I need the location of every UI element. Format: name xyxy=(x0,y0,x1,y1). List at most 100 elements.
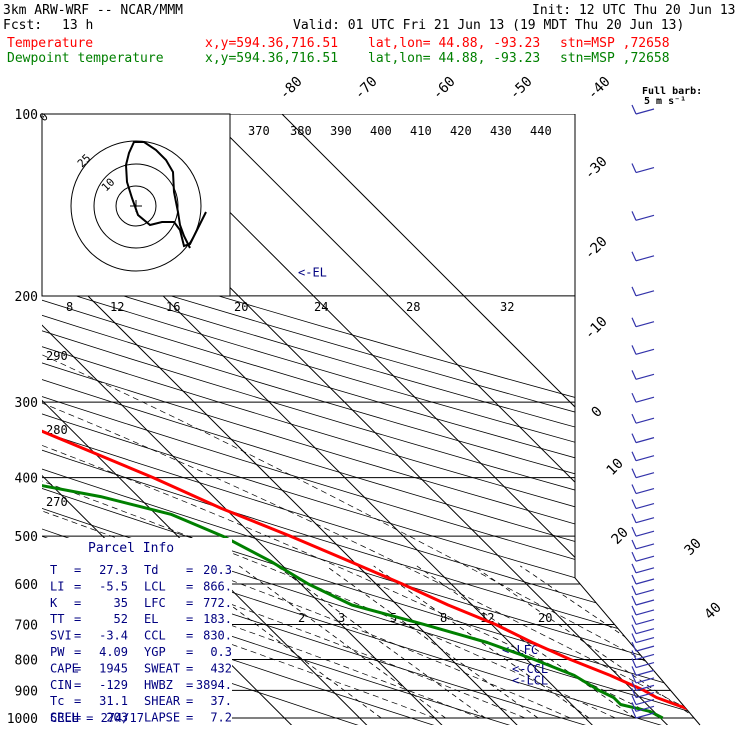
theta-tick-label: 420 xyxy=(450,124,472,138)
isotherm-tick-label: -70 xyxy=(352,74,381,103)
wind-barb xyxy=(631,633,637,643)
wind-barb xyxy=(635,653,655,661)
parcel-param-name: Td xyxy=(144,563,158,577)
level-annotation: <-EL xyxy=(298,266,327,280)
theta-tick-label: 280 xyxy=(46,423,68,437)
wind-barb xyxy=(631,317,637,327)
isotherm-tick-label: -30 xyxy=(582,154,611,183)
wind-barb xyxy=(635,669,655,676)
parcel-param-name: SVI xyxy=(50,629,72,643)
parcel-param-name: SHEAR xyxy=(144,694,181,708)
temperature-legend-latlon: lat,lon= 44.88, -93.23 xyxy=(368,36,541,51)
model-title: 3km ARW-WRF -- NCAR/MMM xyxy=(3,3,184,18)
dry-adiabat-line xyxy=(42,114,700,725)
temperature-legend-name: Temperature xyxy=(7,36,94,51)
dewpoint-legend-latlon: lat,lon= 44.88, -93.23 xyxy=(368,51,541,66)
init-time: Init: 12 UTC Thu 20 Jun 13 xyxy=(532,3,736,18)
wind-barb xyxy=(635,348,655,355)
isotherm-line xyxy=(192,114,700,725)
mixing-ratio-line xyxy=(276,565,486,719)
parcel-param-value: 4.09 xyxy=(99,645,128,659)
mixing-ratio-line xyxy=(238,565,446,719)
parcel-param-value: 432 xyxy=(210,661,232,675)
parcel-equals: = xyxy=(74,678,81,692)
wind-barb xyxy=(635,487,655,495)
wind-barb xyxy=(631,451,637,461)
parcel-param-value: 35 xyxy=(114,596,128,610)
dry-adiabat-line xyxy=(42,114,700,725)
hodograph-ring xyxy=(115,185,157,227)
wind-barb xyxy=(631,702,637,712)
parcel-equals: = xyxy=(186,694,193,708)
hodograph-speed-label: 8 xyxy=(66,300,73,314)
wind-barb xyxy=(635,455,655,462)
wind-barb xyxy=(635,636,655,644)
wind-barb xyxy=(635,555,655,562)
parcel-param-name: EL xyxy=(144,612,158,626)
dry-adiabat-line xyxy=(42,114,700,725)
wind-barb xyxy=(635,255,655,262)
wind-barb xyxy=(635,417,655,424)
parcel-param-name: CCL xyxy=(144,629,166,643)
moist-adiabat-line xyxy=(42,295,571,719)
dewpoint-profile xyxy=(42,114,664,720)
parcel-equals: = xyxy=(186,596,193,610)
parcel-param-name: SWEAT xyxy=(144,661,180,675)
wind-barb xyxy=(635,698,655,706)
parcel-param-name: YGP xyxy=(144,645,166,659)
wind-barb xyxy=(635,589,655,596)
wind-barb xyxy=(631,658,637,668)
plot-border-right xyxy=(574,114,701,726)
parcel-equals: = xyxy=(186,612,193,626)
parcel-equals: = xyxy=(74,629,81,643)
parcel-param-value: 866. xyxy=(203,579,232,593)
temperature-legend-xy: x,y=594.36,716.51 xyxy=(205,36,339,51)
moist-adiabat-line xyxy=(42,295,700,719)
wind-barb xyxy=(631,688,637,698)
hodograph-trace xyxy=(124,141,207,249)
hodograph-speed-label: 32 xyxy=(500,300,514,314)
moist-adiabat-line xyxy=(42,295,481,719)
level-annotation: <-LFC xyxy=(502,643,538,657)
wind-barb xyxy=(635,684,655,691)
wind-barb xyxy=(631,345,637,355)
mixing-ratio-tick-label: 8 xyxy=(440,611,447,625)
wind-barb xyxy=(631,605,637,616)
isotherm-tick-label: 0 xyxy=(589,404,606,421)
wind-barb xyxy=(635,578,655,585)
parcel-equals: = xyxy=(74,596,81,610)
wind-barb xyxy=(631,641,637,652)
isotherm-tick-label: 30 xyxy=(682,536,705,559)
parcel-param-value: 7.2 xyxy=(210,711,232,725)
isotherm-tick-label: -10 xyxy=(582,314,611,343)
wind-barb xyxy=(631,433,637,443)
pressure-tick-label: 1000 xyxy=(7,712,38,727)
wind-barb xyxy=(635,609,655,616)
mixing-ratio-tick-label: 20 xyxy=(538,611,552,625)
wind-barb xyxy=(631,695,637,705)
isotherm-line xyxy=(42,114,524,725)
parcel-param-value: 1945 xyxy=(99,661,128,675)
isotherm-tick-label: -20 xyxy=(582,234,611,263)
parcel-param-name: LFC xyxy=(144,596,166,610)
pressure-tick-label: 300 xyxy=(15,396,38,411)
wind-barb xyxy=(635,691,655,699)
wind-barb xyxy=(631,681,637,691)
barb-legend-unit: 5 m s⁻¹ xyxy=(644,96,686,107)
mixing-ratio-line xyxy=(373,565,590,719)
wind-barb xyxy=(635,321,655,328)
isotherm-tick-label: 10 xyxy=(604,456,627,479)
dewpoint-legend-name: Dewpoint temperature xyxy=(7,51,164,66)
wind-barb xyxy=(631,370,637,380)
wind-barb xyxy=(631,673,637,684)
theta-tick-label: 270 xyxy=(46,495,68,509)
wind-barb xyxy=(631,574,637,585)
parcel-param-name: T xyxy=(50,563,57,577)
wind-barb xyxy=(631,624,637,634)
dry-adiabat-line xyxy=(42,114,376,725)
wind-barb xyxy=(635,472,655,479)
parcel-param-value: -129 xyxy=(99,678,128,692)
wind-barb xyxy=(635,567,655,574)
pressure-tick-label: 100 xyxy=(15,108,38,123)
pressure-tick-label: 500 xyxy=(15,530,38,545)
